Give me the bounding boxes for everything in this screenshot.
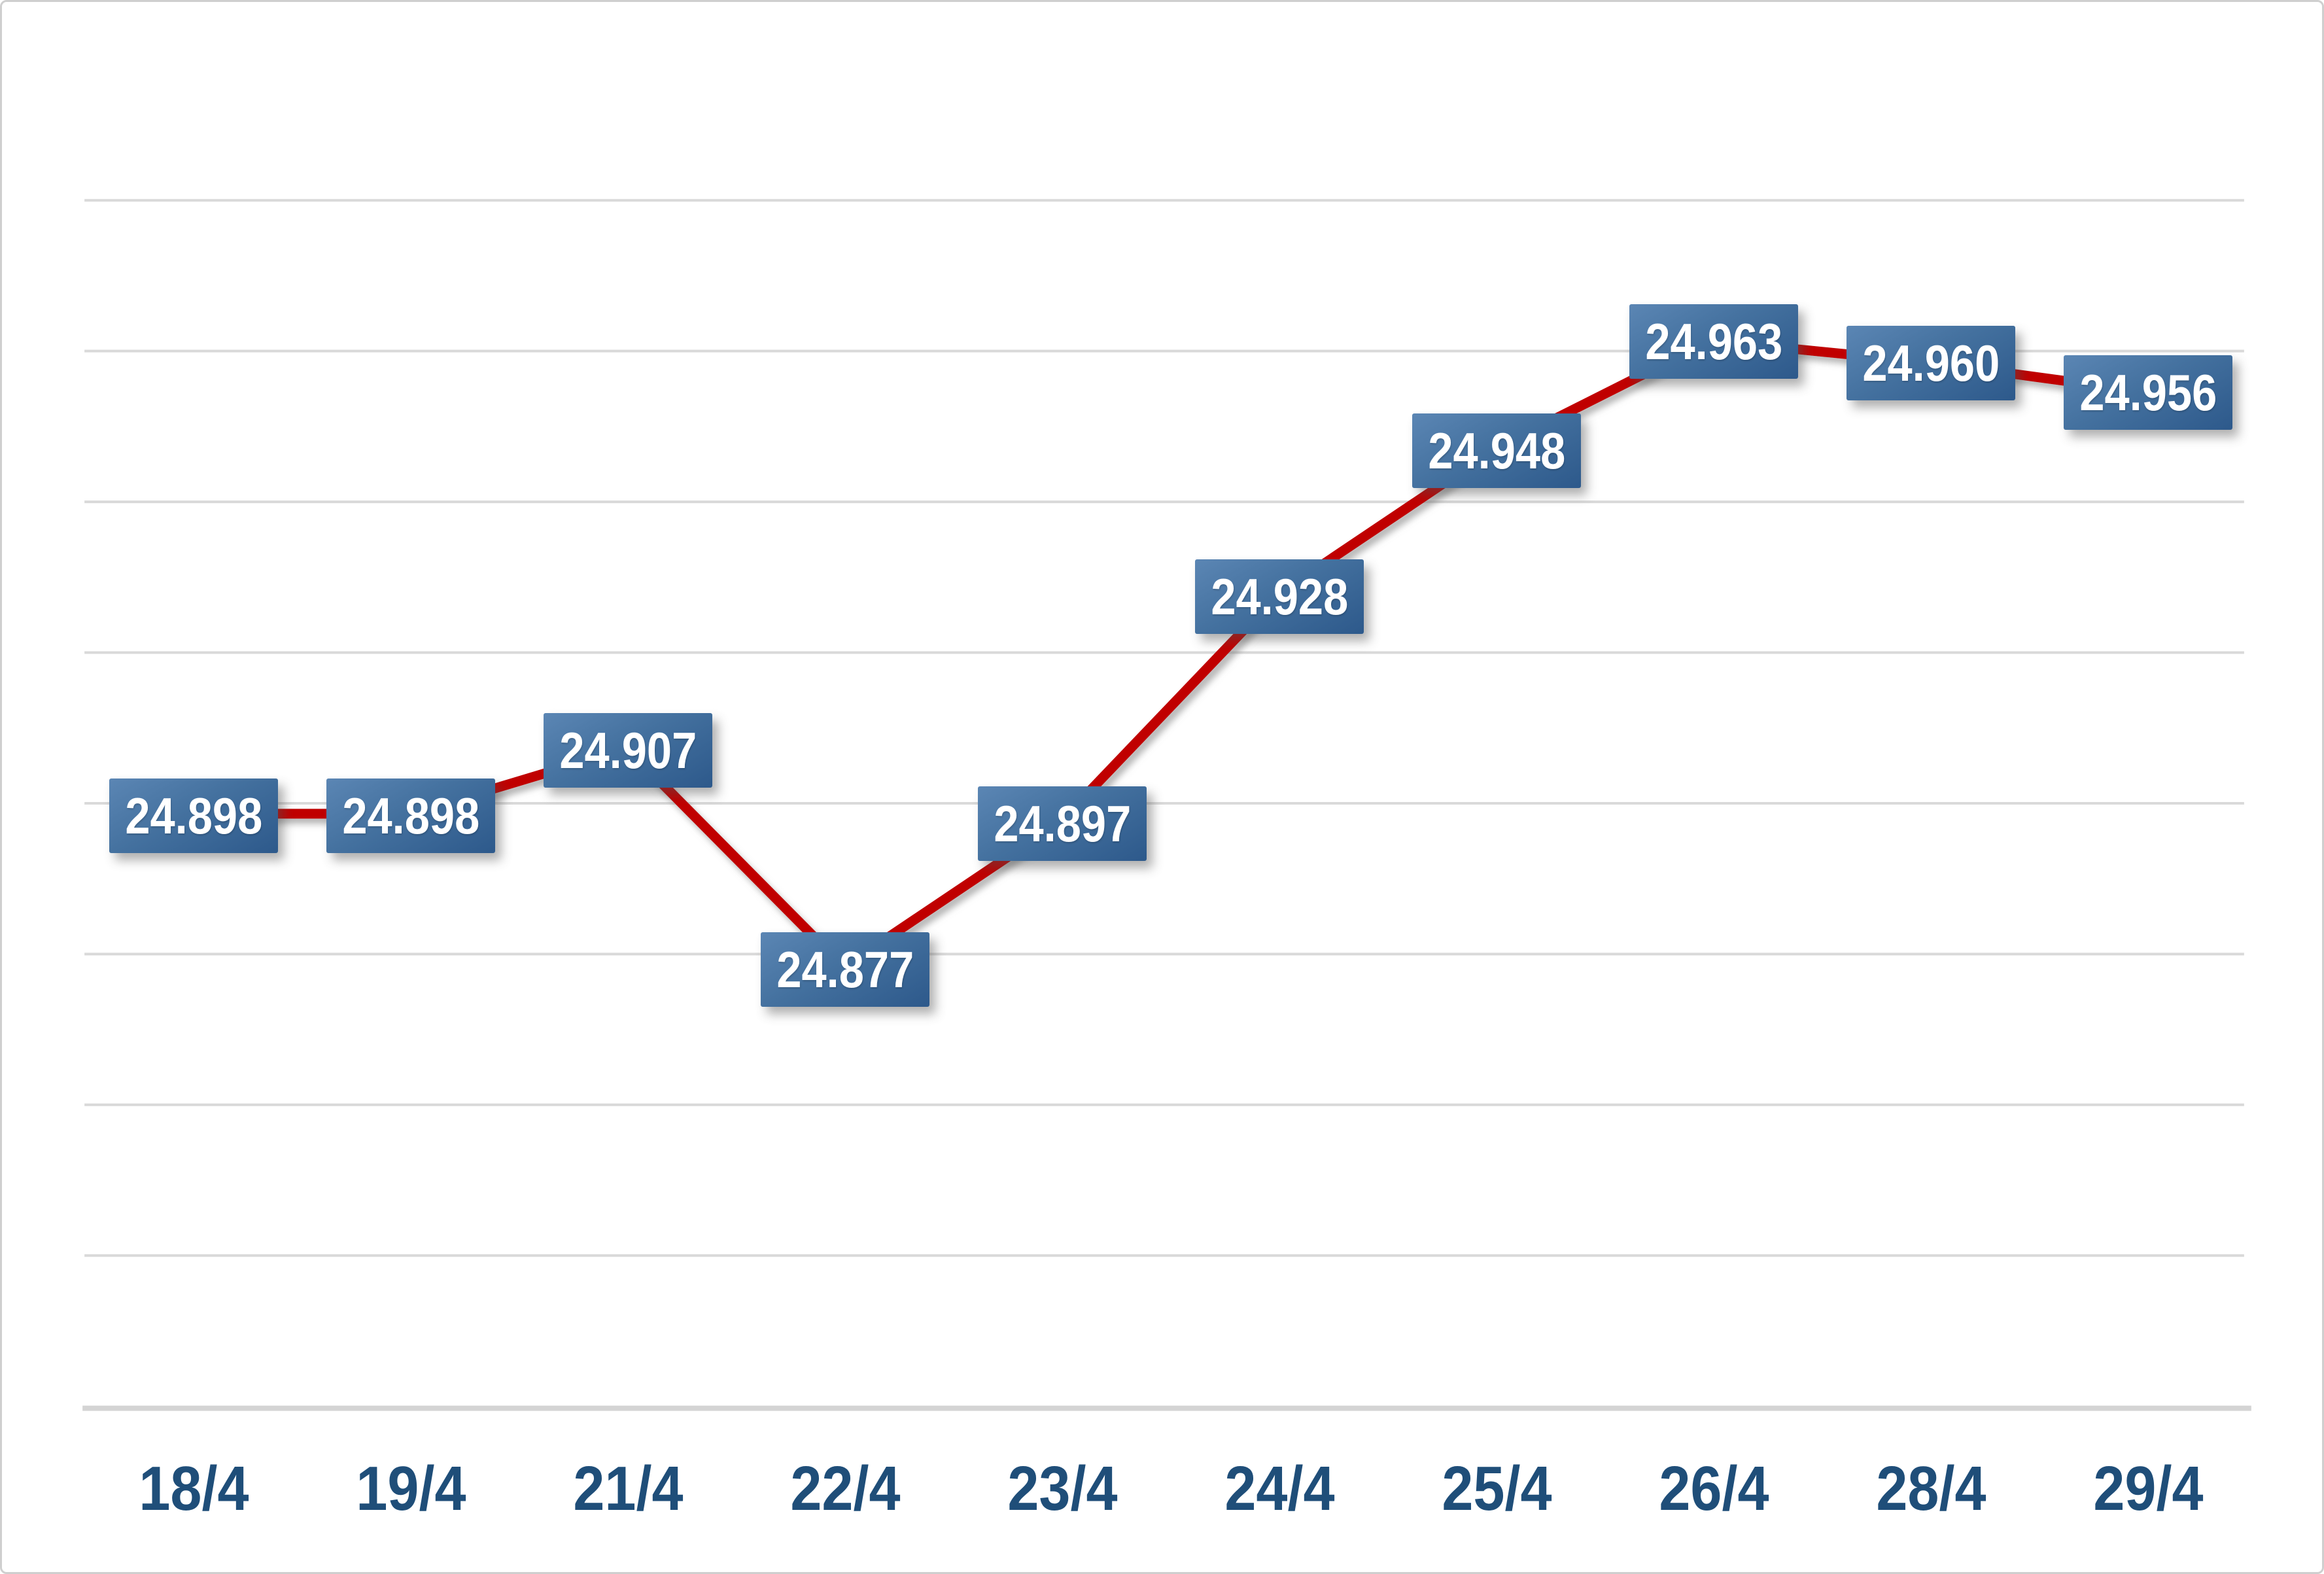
data-label-value: 24.897 <box>994 795 1131 852</box>
x-axis-label-text: 21/4 <box>572 1454 684 1524</box>
data-label-box: 24.877 <box>761 932 929 1007</box>
x-axis-label-text: 26/4 <box>1658 1454 1769 1524</box>
data-label-value: 24.948 <box>1428 422 1565 480</box>
data-label-box: 24.956 <box>2064 355 2232 430</box>
x-axis-label: 26/4 <box>1605 1443 1822 1535</box>
data-label-box: 24.948 <box>1412 413 1581 488</box>
x-axis-label: 25/4 <box>1388 1443 1605 1535</box>
data-label-value: 24.907 <box>559 722 697 779</box>
data-label-box: 24.928 <box>1195 559 1364 634</box>
x-axis-label-text: 25/4 <box>1441 1454 1552 1524</box>
series-line <box>189 336 2149 972</box>
data-label-value: 24.928 <box>1211 568 1348 625</box>
data-label-box: 24.960 <box>1847 326 2015 400</box>
data-label-value: 24.877 <box>776 941 914 998</box>
x-axis-label-text: 18/4 <box>138 1454 249 1524</box>
data-label-value: 24.956 <box>2079 364 2217 421</box>
data-label-value: 24.960 <box>1862 334 2000 392</box>
x-axis-label: 24/4 <box>1171 1443 1388 1535</box>
x-axis-label: 22/4 <box>737 1443 954 1535</box>
x-axis-label-text: 23/4 <box>1007 1454 1118 1524</box>
x-axis-label-text: 22/4 <box>789 1454 901 1524</box>
x-axis-label-text: 24/4 <box>1224 1454 1335 1524</box>
data-label-box: 24.897 <box>978 786 1147 861</box>
data-label-box: 24.898 <box>109 778 278 853</box>
x-axis-label: 21/4 <box>519 1443 737 1535</box>
x-axis-label: 18/4 <box>85 1443 302 1535</box>
x-axis-label: 29/4 <box>2039 1443 2257 1535</box>
x-axis-label: 19/4 <box>302 1443 519 1535</box>
data-label-box: 24.898 <box>326 778 495 853</box>
x-axis-label-text: 19/4 <box>355 1454 466 1524</box>
x-axis-label: 28/4 <box>1822 1443 2039 1535</box>
x-axis-label-text: 28/4 <box>1875 1454 1986 1524</box>
x-axis-label-text: 29/4 <box>2092 1454 2204 1524</box>
data-label-box: 24.907 <box>544 713 712 788</box>
data-label-value: 24.898 <box>125 787 262 845</box>
x-axis-label: 23/4 <box>954 1443 1171 1535</box>
data-label-value: 24.963 <box>1645 313 1782 370</box>
data-label-value: 24.898 <box>342 787 479 845</box>
data-label-box: 24.963 <box>1629 304 1798 379</box>
